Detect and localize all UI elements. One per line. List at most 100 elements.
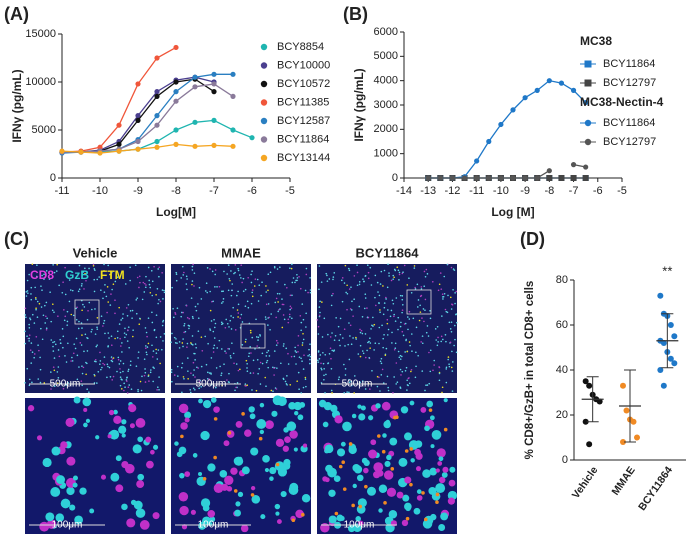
y-tick-label: 20	[556, 409, 568, 421]
cell	[290, 355, 293, 358]
cell	[147, 266, 150, 269]
cell	[171, 380, 173, 383]
cell	[282, 445, 289, 452]
cell	[333, 339, 336, 341]
cell	[416, 495, 423, 501]
cell	[67, 342, 69, 345]
cell	[321, 336, 324, 338]
cell	[359, 381, 361, 384]
cell	[350, 380, 352, 383]
cell	[26, 335, 28, 338]
cell	[189, 391, 192, 394]
cell	[44, 322, 46, 324]
cell	[328, 515, 337, 524]
cell	[309, 358, 311, 361]
cell	[228, 326, 230, 328]
cell	[138, 275, 141, 278]
data-point	[596, 398, 603, 405]
cell	[323, 401, 333, 411]
cell	[73, 343, 76, 345]
cell	[275, 297, 278, 300]
cell	[273, 350, 276, 352]
cell	[441, 293, 444, 296]
cell	[104, 284, 106, 286]
cell	[379, 309, 381, 311]
cell	[213, 326, 216, 329]
cell	[277, 342, 279, 344]
cell	[234, 456, 244, 466]
cell	[250, 485, 256, 491]
cell	[401, 309, 404, 311]
cell	[103, 269, 105, 272]
series-line	[61, 46, 177, 153]
cell	[146, 353, 148, 356]
cell	[25, 291, 28, 293]
data-point	[78, 149, 84, 155]
cell	[242, 277, 245, 280]
cell	[246, 367, 248, 369]
cell	[56, 371, 59, 373]
cell	[55, 270, 58, 272]
cell	[429, 467, 438, 476]
cell	[416, 306, 419, 308]
data-point	[634, 434, 640, 441]
cell	[393, 268, 396, 271]
cell	[451, 350, 453, 353]
cell	[317, 361, 320, 363]
x-tick-label: -7	[569, 185, 579, 197]
cell	[438, 372, 441, 375]
cell	[329, 347, 332, 350]
data-point	[437, 175, 443, 181]
cell	[213, 318, 215, 321]
y-tick-label: 5000	[374, 50, 398, 62]
cell	[212, 351, 215, 353]
cell	[156, 287, 159, 290]
x-tick-label: -9	[520, 185, 530, 197]
legend-label: BCY10572	[277, 78, 330, 90]
cell	[78, 320, 80, 323]
cell	[192, 387, 195, 390]
cell	[302, 386, 305, 389]
cell	[295, 363, 297, 365]
cell	[305, 267, 308, 270]
data-point	[211, 117, 217, 123]
cell	[412, 317, 415, 320]
cell	[304, 378, 307, 381]
cell	[283, 343, 285, 345]
cell	[39, 521, 50, 532]
cell	[183, 324, 185, 327]
cell	[119, 337, 121, 340]
data-point	[154, 89, 160, 95]
cell	[251, 389, 253, 391]
legend-title: MC38-Nectin-4	[580, 95, 664, 109]
cell	[404, 370, 407, 372]
cell	[301, 303, 304, 305]
cell	[162, 340, 164, 342]
cell	[244, 305, 247, 307]
data-point	[546, 78, 552, 84]
legend-label: BCY11385	[277, 96, 329, 108]
cell	[96, 278, 99, 281]
cell	[103, 291, 106, 293]
cell	[240, 264, 243, 266]
cell	[379, 360, 382, 363]
cell	[99, 351, 101, 354]
data-point	[135, 113, 141, 119]
cell	[284, 380, 287, 383]
cell	[83, 288, 85, 290]
cell	[209, 268, 211, 270]
cell	[65, 361, 68, 363]
cell	[327, 362, 330, 364]
legend-label: BCY8854	[277, 41, 324, 53]
cell	[441, 296, 444, 298]
cell	[267, 349, 270, 352]
cell	[441, 391, 443, 394]
data-point	[211, 71, 217, 77]
cell	[229, 279, 231, 282]
cell	[373, 323, 376, 326]
cell	[94, 358, 97, 361]
cell	[408, 277, 410, 279]
cell	[50, 339, 53, 341]
cell	[408, 310, 411, 313]
cell	[130, 499, 137, 506]
